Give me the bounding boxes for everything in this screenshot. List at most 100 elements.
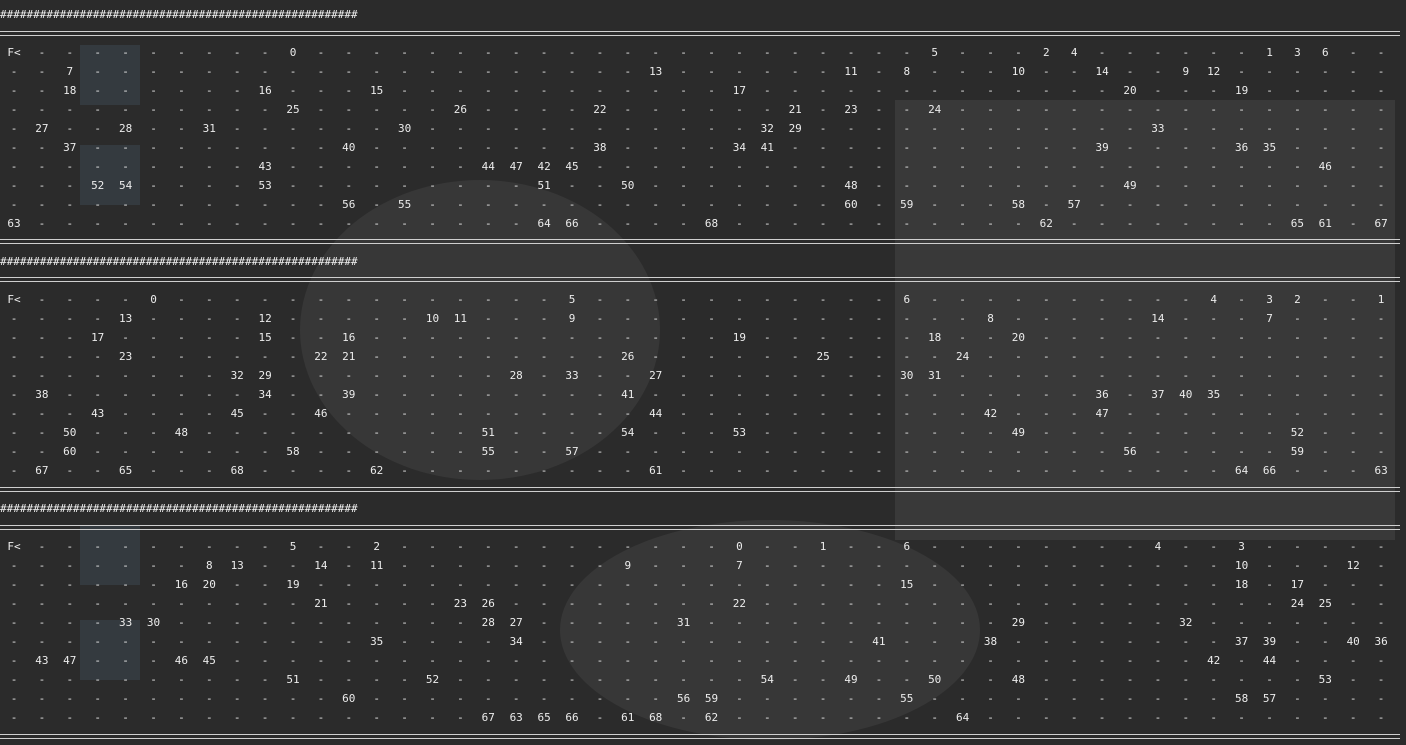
grid-cell: - <box>763 65 771 78</box>
grid-cell: - <box>1098 179 1106 192</box>
grid-cell: - <box>624 654 632 667</box>
grid-cell: - <box>429 711 436 724</box>
grid-cell: - <box>1154 616 1162 629</box>
grid-cell: - <box>205 369 213 382</box>
grid-cell: 63 <box>1374 464 1388 477</box>
grid-cell: - <box>289 654 297 667</box>
grid-cell: - <box>373 426 380 439</box>
grid-cell: 50 <box>621 179 635 192</box>
grid-cell: - <box>540 65 548 78</box>
grid-cell: - <box>1015 293 1022 306</box>
grid-cell: - <box>457 293 464 306</box>
grid-cell: - <box>38 84 46 97</box>
grid-cell: - <box>819 293 827 306</box>
grid-cell: - <box>540 407 548 420</box>
grid-cell: - <box>373 141 380 154</box>
grid-cell: - <box>317 673 325 686</box>
grid-cell: - <box>1210 692 1217 705</box>
grid-cell: 0 <box>736 540 743 553</box>
grid-cell: - <box>178 673 185 686</box>
grid-cell: 15 <box>258 331 272 344</box>
grid-cell: - <box>10 160 18 173</box>
grid-cell: - <box>987 388 994 401</box>
grid-cell: - <box>931 445 938 458</box>
grid-cell: - <box>401 616 408 629</box>
grid-cell: - <box>1042 673 1050 686</box>
grid-cell: - <box>987 540 994 553</box>
grid-cell: - <box>763 711 771 724</box>
grid-cell: - <box>512 426 520 439</box>
grid-cell: - <box>1182 464 1190 477</box>
grid-cell: 68 <box>230 464 244 477</box>
grid-cell: - <box>1098 616 1106 629</box>
grid-cell: - <box>10 597 18 610</box>
grid-cell: - <box>1126 559 1134 572</box>
grid-cell: - <box>708 198 715 211</box>
grid-cell: 57 <box>1067 198 1081 211</box>
grid-cell: - <box>1210 673 1217 686</box>
grid-cell: - <box>345 654 353 667</box>
grid-cell: 50 <box>63 426 77 439</box>
grid-cell: - <box>1377 559 1385 572</box>
grid-cell: - <box>847 692 855 705</box>
grid-cell: - <box>289 217 297 230</box>
grid-cell: - <box>1126 141 1134 154</box>
grid-cell: - <box>38 616 46 629</box>
grid-cell: - <box>317 217 325 230</box>
grid-cell: - <box>94 711 101 724</box>
grid-row: - -7- - - - - - - - - - - - - - - - - - - -13- - - - - -11-8- - -10… <box>0 62 1400 81</box>
grid-cell: - <box>596 350 604 363</box>
grid-cell: - <box>736 369 743 382</box>
grid-cell: - <box>680 217 687 230</box>
grid-cell: 2 <box>1042 46 1050 59</box>
grid-cell: 51 <box>286 673 300 686</box>
grid-cell: - <box>150 388 157 401</box>
grid-cell: - <box>568 616 576 629</box>
grid-cell: - <box>791 141 799 154</box>
grid-cell: - <box>875 65 883 78</box>
grid-cell: - <box>931 293 938 306</box>
grid-cell: - <box>540 635 548 648</box>
grid-cell: 39 <box>1262 635 1277 648</box>
grid-cell: - <box>736 46 743 59</box>
grid-cell: - <box>1294 65 1301 78</box>
grid-cell: - <box>1294 407 1301 420</box>
grid-cell: - <box>233 540 241 553</box>
grid-cell: - <box>1098 654 1106 667</box>
grid-cell: 46 <box>314 407 328 420</box>
grid-cell: - <box>959 65 966 78</box>
grid-cell: - <box>289 407 297 420</box>
grid-cell: - <box>1154 597 1162 610</box>
grid-cell: 46 <box>174 654 189 667</box>
grid-cell: - <box>931 559 938 572</box>
grid-cell: 34 <box>509 635 523 648</box>
grid-cell: - <box>875 540 883 553</box>
grid-cell: - <box>959 198 966 211</box>
grid-cell: - <box>373 331 380 344</box>
grid-cell: - <box>233 635 241 648</box>
grid-cell: - <box>987 179 994 192</box>
grid-cell: - <box>457 331 464 344</box>
grid-cell: - <box>1070 597 1078 610</box>
grid-cell: - <box>205 84 213 97</box>
grid-cell: - <box>763 654 771 667</box>
grid-cell: - <box>568 198 576 211</box>
grid-cell: - <box>373 312 380 325</box>
grid-cell: - <box>903 407 911 420</box>
grid-cell: - <box>1349 407 1357 420</box>
grid-cell: - <box>1321 445 1329 458</box>
grid-cell: - <box>1321 711 1329 724</box>
grid-cell: - <box>847 293 855 306</box>
grid-cell: - <box>10 407 18 420</box>
grid-cell: - <box>819 692 827 705</box>
grid-cell: 4 <box>1070 46 1078 59</box>
grid-cell: - <box>931 692 938 705</box>
grid-cell: - <box>317 578 325 591</box>
grid-cell: - <box>1238 597 1245 610</box>
grid-cell: - <box>1377 65 1385 78</box>
grid-cell: 17 <box>732 84 747 97</box>
grid-cell: - <box>457 160 464 173</box>
grid-cell: - <box>1349 388 1357 401</box>
grid-cell: - <box>10 464 18 477</box>
